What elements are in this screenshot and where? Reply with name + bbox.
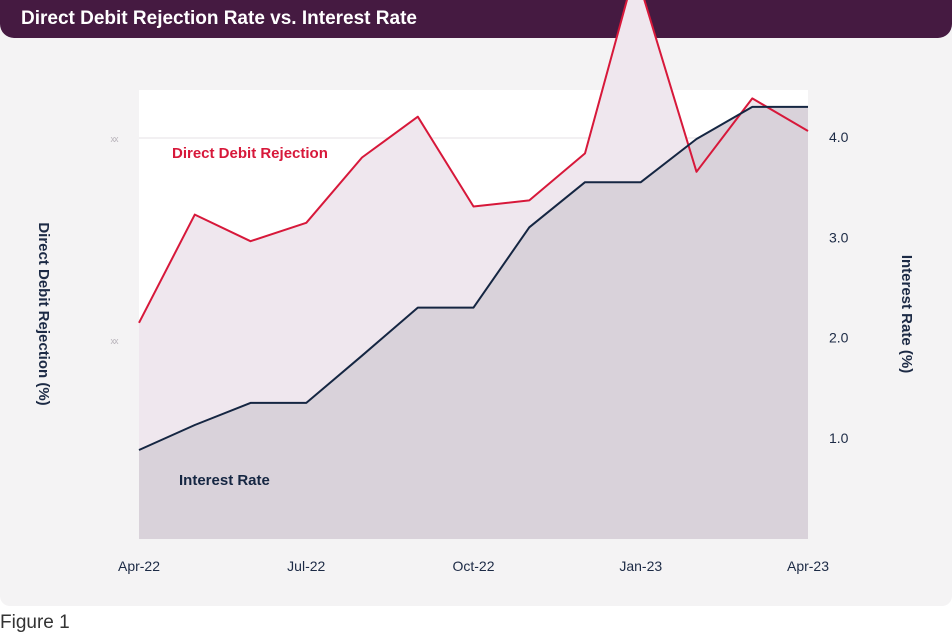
left-axis-title: Direct Debit Rejection (%) xyxy=(35,222,52,405)
series-areas xyxy=(139,0,808,540)
x-tick-label: Oct-22 xyxy=(452,558,494,574)
interest-area xyxy=(139,106,808,540)
right-axis-title: Interest Rate (%) xyxy=(898,255,915,373)
left-tick-label: xx xyxy=(111,336,120,346)
x-tick-label: Jul-22 xyxy=(287,558,325,574)
left-axis-ticks: xx xx xyxy=(111,134,121,346)
left-tick-label: xx xyxy=(111,134,120,144)
series-label-interest: Interest Rate xyxy=(179,472,270,489)
right-tick-label: 4.0 xyxy=(829,129,849,145)
chart-header: Direct Debit Rejection Rate vs. Interest… xyxy=(0,0,952,38)
figure-caption: Figure 1 xyxy=(0,612,70,633)
x-tick-label: Apr-22 xyxy=(118,558,160,574)
x-tick-label: Apr-23 xyxy=(787,558,829,574)
series-label-rejection: Direct Debit Rejection xyxy=(172,145,328,162)
right-tick-label: 2.0 xyxy=(829,330,849,346)
series-lines xyxy=(138,0,809,451)
right-tick-label: 3.0 xyxy=(829,229,849,245)
x-axis-ticks: Apr-22 Jul-22 Oct-22 Jan-23 Apr-23 xyxy=(118,558,829,574)
x-tick-label: Jan-23 xyxy=(619,558,662,574)
right-axis-ticks: 1.0 2.0 3.0 4.0 xyxy=(829,129,849,446)
chart-title: Direct Debit Rejection Rate vs. Interest… xyxy=(21,8,417,29)
chart-canvas: Apr-22 Jul-22 Oct-22 Jan-23 Apr-23 1.0 2.0 3.0… xyxy=(35,0,915,574)
right-tick-label: 1.0 xyxy=(829,430,849,446)
